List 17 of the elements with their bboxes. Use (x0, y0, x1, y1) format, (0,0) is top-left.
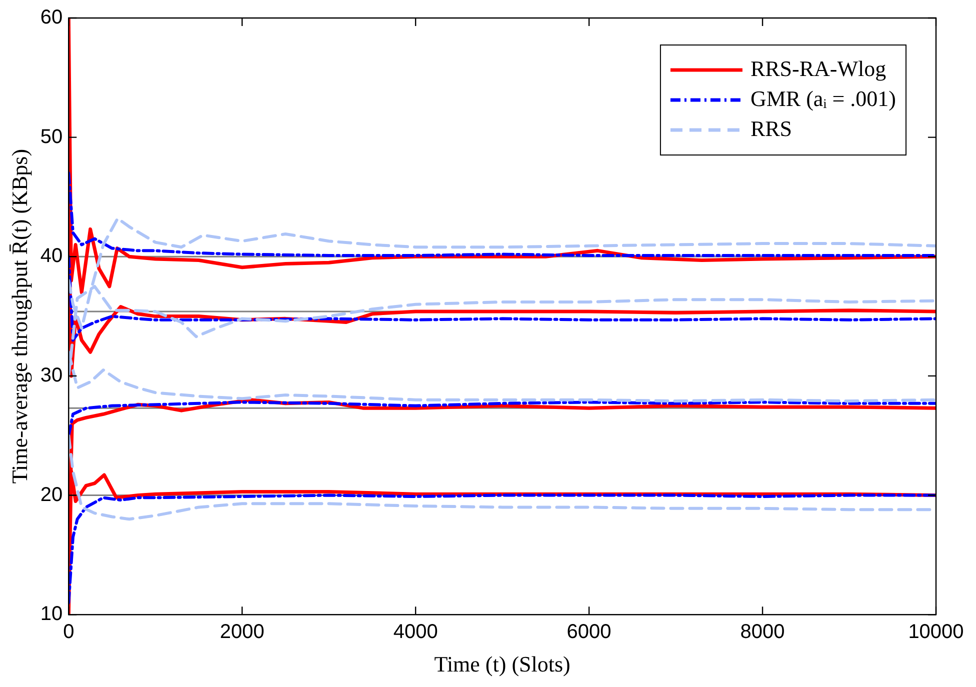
y-tick-label: 50 (40, 126, 63, 148)
legend-label: GMR (aᵢ = .001) (750, 86, 896, 111)
legend-label: RRS (750, 116, 792, 141)
x-tick-label: 8000 (740, 621, 785, 644)
x-tick-label: 6000 (566, 621, 612, 644)
x-tick-label: 0 (63, 621, 74, 644)
y-axis-title: Time-average throughput R̄(t) (KBps) (6, 148, 32, 484)
legend-label: RRS-RA-Wlog (750, 56, 886, 81)
y-tick-label: 20 (40, 484, 63, 506)
x-tick-label: 10000 (908, 621, 964, 644)
x-axis-title: Time (t) (Slots) (434, 652, 570, 677)
y-tick-label: 30 (40, 364, 63, 386)
y-tick-label: 60 (40, 6, 63, 29)
y-tick-label: 40 (40, 245, 63, 268)
x-tick-label: 4000 (393, 621, 438, 644)
x-tick-label: 2000 (220, 621, 264, 644)
y-tick-label: 10 (40, 603, 63, 626)
